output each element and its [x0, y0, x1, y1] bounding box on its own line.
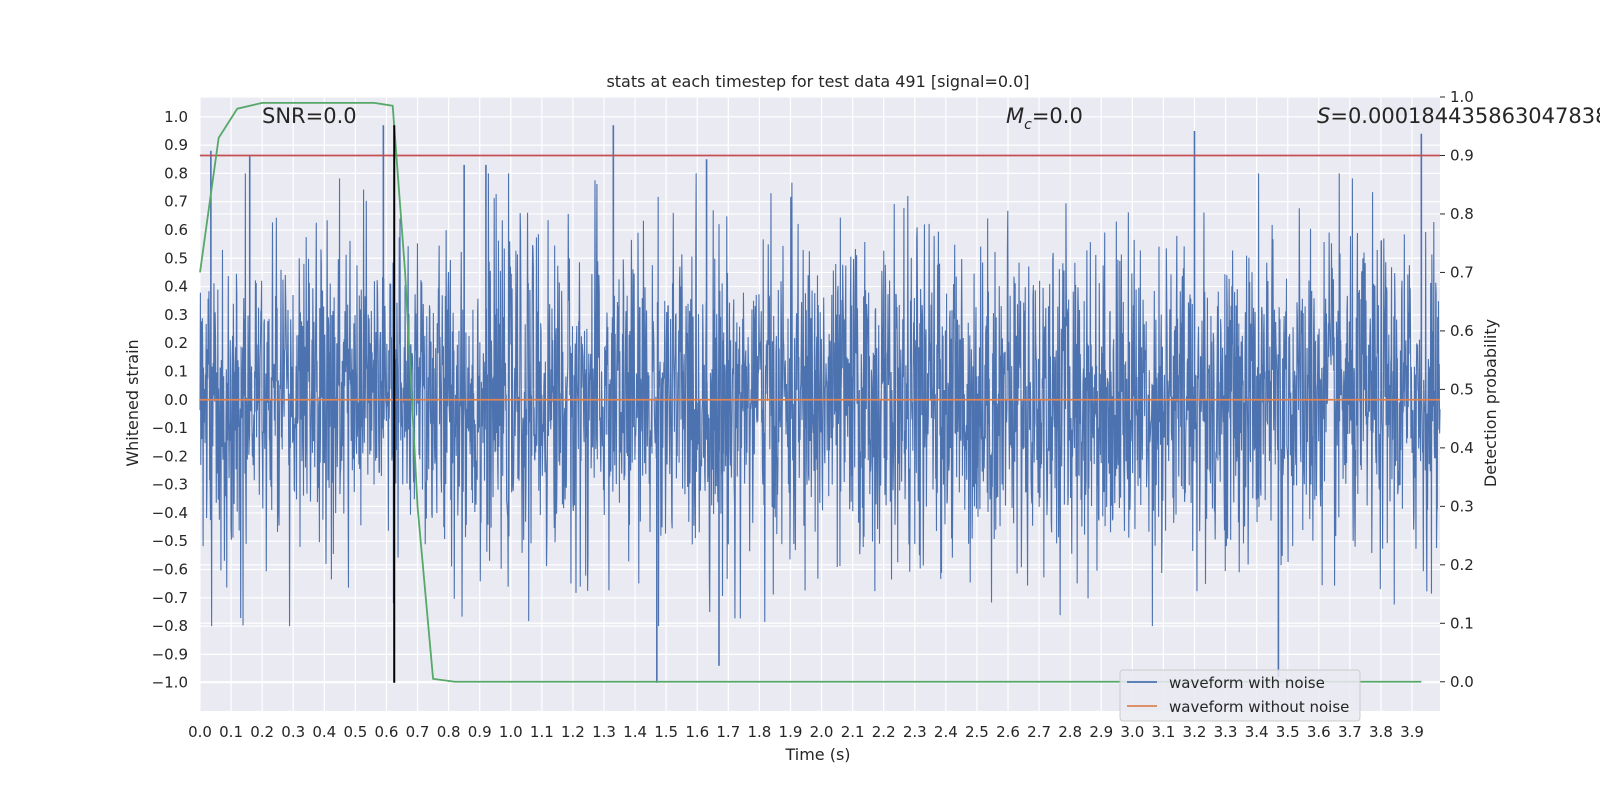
y-tick-label: −1.0	[152, 674, 188, 692]
mc-value: =0.0	[1032, 104, 1083, 128]
x-tick-label: 0.2	[250, 723, 274, 741]
y-tick-label: 0.2	[164, 334, 188, 352]
y-tick-label: −0.6	[152, 561, 188, 579]
y-tick-label: 0.7	[164, 193, 188, 211]
x-tick-label: 0.9	[468, 723, 492, 741]
y-tick-label: 0.4	[164, 278, 188, 296]
y-tick-label: −0.4	[152, 504, 188, 522]
x-tick-label: 0.6	[375, 723, 399, 741]
x-tick-label: 2.5	[965, 723, 989, 741]
mc-symbol: M	[1006, 104, 1024, 128]
y-axis-label: Whitened strain	[123, 339, 142, 466]
x-tick-label: 2.7	[1027, 723, 1051, 741]
x-tick-label: 3.3	[1214, 723, 1238, 741]
detection-probability-line	[199, 101, 1422, 683]
x-tick-label: 3.0	[1120, 723, 1144, 741]
x-tick-label: 2.6	[996, 723, 1020, 741]
mc-annotation: Mc=0.0	[1006, 104, 1083, 133]
y-tick-label: −0.2	[152, 447, 188, 465]
x-tick-label: 3.2	[1183, 723, 1207, 741]
x-tick-label: 3.5	[1276, 723, 1300, 741]
y2-axis-label: Detection probability	[1481, 319, 1500, 487]
s-value: =0.00018443586304783​8	[1330, 104, 1600, 128]
x-tick-label: 0.3	[281, 723, 305, 741]
x-tick-label: 3.1	[1151, 723, 1175, 741]
x-tick-label: 3.8	[1369, 723, 1393, 741]
x-tick-label: 1.8	[747, 723, 771, 741]
y2-tick-label: 0.8	[1450, 205, 1474, 223]
y-tick-label: −0.1	[152, 419, 188, 437]
x-tick-label: 3.6	[1307, 723, 1331, 741]
y-tick-label: −0.5	[152, 532, 188, 550]
legend-box	[1119, 669, 1361, 722]
s-annotation: S=0.00018443586304783​8	[1317, 104, 1600, 128]
chart-title: stats at each timestep for test data 491…	[606, 72, 1029, 91]
x-tick-label: 1.7	[716, 723, 740, 741]
y2-tick-label: 0.7	[1450, 263, 1474, 281]
y2-tick-label: 0.1	[1450, 614, 1474, 632]
y2-tick-label: 0.6	[1450, 322, 1474, 340]
x-tick-label: 2.9	[1089, 723, 1113, 741]
axes: 0.0 0.1 0.2 0.3 0.4 0.5 0.6 0.7 0.8 0.9 1.0 1.1 1.2 1…	[152, 88, 1474, 741]
x-tick-label: 1.3	[592, 723, 616, 741]
x-tick-label: 0.0	[188, 723, 212, 741]
y-tick-label: 0.5	[164, 249, 188, 267]
y-tick-label: 0.6	[164, 221, 188, 239]
x-tick-label: 0.7	[406, 723, 430, 741]
x-tick-label: 1.1	[530, 723, 554, 741]
x-tick-label: 3.4	[1245, 723, 1269, 741]
y-tick-label: 0.8	[164, 164, 188, 182]
y-tick-label: 0.3	[164, 306, 188, 324]
legend: waveform with noise waveform without noi…	[1119, 669, 1361, 722]
x-tick-label: 0.1	[219, 723, 243, 741]
x-tick-label: 2.0	[810, 723, 834, 741]
x-tick-label: 3.9	[1400, 723, 1424, 741]
waveform-with-noise-line	[199, 173, 1441, 627]
y2-tick-label: 0.4	[1450, 439, 1474, 457]
s-symbol: S	[1317, 104, 1330, 128]
y2-tick-label: 0.2	[1450, 556, 1474, 574]
y2-tick-label: 0.5	[1450, 380, 1474, 398]
x-tick-label: 1.5	[654, 723, 678, 741]
series-lines	[199, 101, 1440, 683]
legend-label-clean: waveform without noise	[1169, 698, 1349, 716]
x-tick-label: 2.1	[841, 723, 865, 741]
y-tick-label: 0.9	[164, 136, 188, 154]
x-tick-label: 2.2	[872, 723, 896, 741]
x-tick-label: 2.4	[934, 723, 958, 741]
mc-subscript: c	[1024, 117, 1032, 133]
y-tick-label: −0.8	[152, 617, 188, 635]
y-tick-label: 1.0	[164, 108, 188, 126]
y2-tick-label: 1.0	[1450, 88, 1474, 106]
x-tick-label: 1.6	[685, 723, 709, 741]
y-tick-label: 0.0	[164, 391, 188, 409]
x-tick-label: 0.5	[343, 723, 367, 741]
y2-tick-label: 0.0	[1450, 673, 1474, 691]
y-tick-label: −0.9	[152, 645, 188, 663]
x-tick-label: 0.4	[312, 723, 336, 741]
y2-tick-label: 0.9	[1450, 146, 1474, 164]
x-tick-label: 1.9	[779, 723, 803, 741]
x-tick-label: 0.8	[437, 723, 461, 741]
x-axis-label: Time (s)	[784, 745, 850, 764]
x-tick-label: 2.3	[903, 723, 927, 741]
y-tick-label: 0.1	[164, 362, 188, 380]
x-tick-label: 3.7	[1338, 723, 1362, 741]
x-tick-label: 2.8	[1058, 723, 1082, 741]
legend-label-noise: waveform with noise	[1169, 674, 1325, 692]
x-tick-label: 1.4	[623, 723, 647, 741]
y2-tick-label: 0.3	[1450, 497, 1474, 515]
y-tick-label: −0.3	[152, 476, 188, 494]
snr-annotation: SNR=0.0	[262, 104, 357, 128]
x-tick-label: 1.2	[561, 723, 585, 741]
y-tick-label: −0.7	[152, 589, 188, 607]
x-tick-label: 1.0	[499, 723, 523, 741]
